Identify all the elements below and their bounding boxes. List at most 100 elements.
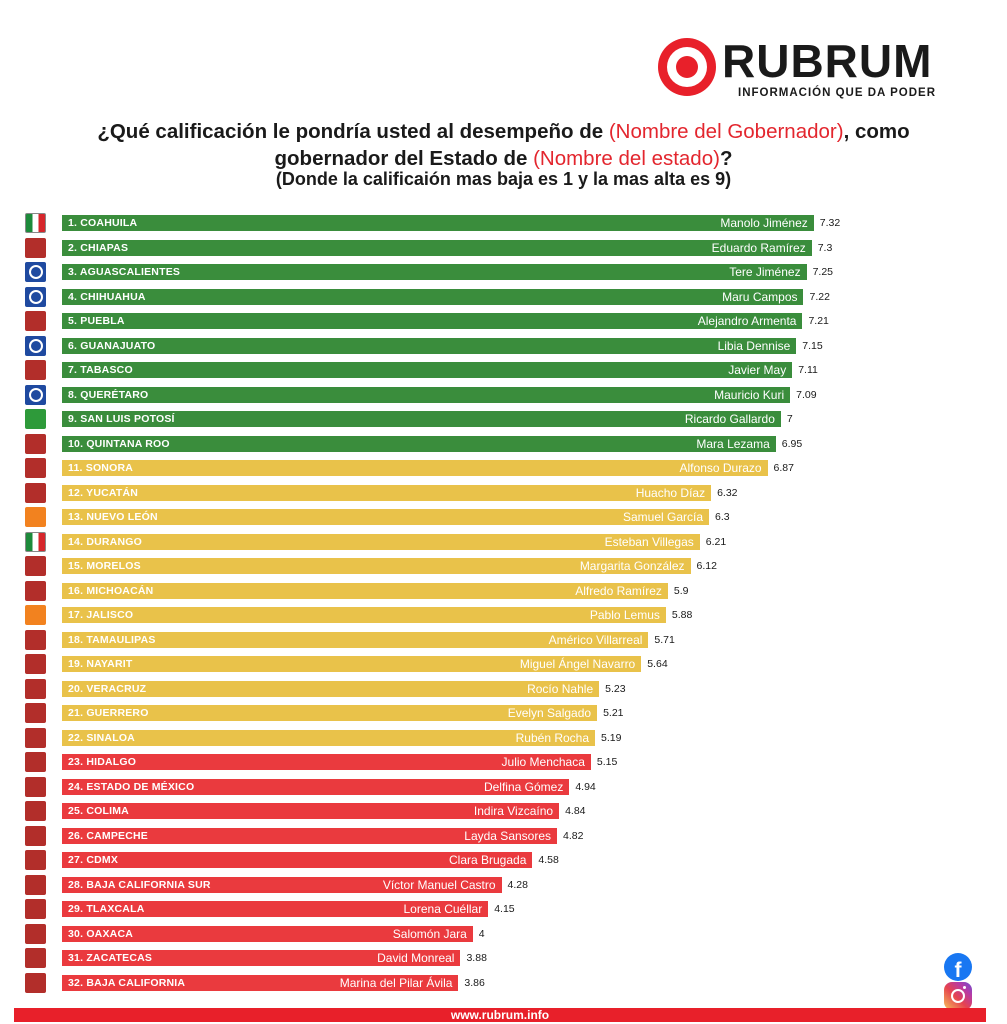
value-label: 5.71 (654, 633, 675, 646)
title-text-2a: gobernador del Estado de (274, 147, 534, 170)
chart-row: 6. GUANAJUATO Libia Dennise 7.15 (0, 335, 1007, 360)
governor-label: Clara Brugada (448, 853, 527, 867)
governor-label: Rocío Nahle (527, 681, 594, 696)
bar (62, 558, 691, 574)
morena-party-icon (25, 433, 46, 454)
governor-label: Libia Dennise (717, 338, 791, 353)
chart-row: 7. TABASCO Javier May 7.11 (0, 359, 1007, 384)
bar (62, 264, 807, 280)
pri-party-icon (25, 531, 46, 552)
value-label: 4 (478, 927, 485, 940)
mc-party-icon (25, 507, 46, 527)
value-label: 6.12 (696, 560, 717, 572)
bar-chart: 1. COAHUILA Manolo Jiménez 7.32 2. CHIAPAS E… (0, 212, 1007, 993)
state-label: 5. PUEBLA (68, 315, 125, 327)
value-label: 7.32 (819, 217, 841, 229)
bar (62, 631, 649, 648)
chart-row: 25. COLIMA Indira Vizcaíno 4.84 (0, 800, 1007, 825)
bar (62, 974, 459, 991)
chart-row: 18. TAMAULIPAS Américo Villarreal 5.71 (0, 629, 1007, 654)
chart-row: 32. BAJA CALIFORNIA Marina del Pilar Ávil… (0, 972, 1007, 997)
value-label: 7.25 (812, 266, 833, 278)
chart-row: 4. CHIHUAHUA Maru Campos 7.22 (0, 286, 1007, 311)
governor-label: Rubén Rocha (515, 730, 590, 745)
morena-party-icon (25, 850, 46, 870)
morena-party-icon (25, 899, 46, 919)
verde-party-icon (25, 409, 46, 429)
rubrum-logo: RUBRUM INFORMACIÓN QUE DA PODER (658, 36, 968, 108)
value-label: 4.58 (538, 854, 559, 866)
state-label: 6. GUANAJUATO (68, 339, 156, 352)
bar (62, 337, 797, 354)
value-label: 4.82 (563, 829, 584, 842)
bar (62, 876, 502, 893)
governor-label: Mara Lezama (696, 436, 770, 451)
governor-label: Pablo Lemus (589, 608, 660, 622)
morena-party-icon (25, 482, 46, 503)
morena-party-icon (25, 948, 46, 968)
bar (62, 852, 533, 868)
value-label: 6.3 (715, 511, 730, 523)
state-label: 21. GUERRERO (68, 707, 149, 719)
morena-party-icon (25, 360, 46, 380)
value-label: 5.15 (596, 756, 618, 768)
governor-label: Maru Campos (722, 289, 798, 304)
bar (62, 460, 768, 476)
value-label: 7 (786, 413, 793, 425)
state-label: 12. YUCATÁN (68, 486, 139, 499)
bar (62, 705, 598, 721)
title-state-placeholder: (Nombre del estado) (533, 147, 720, 170)
morena-party-icon (25, 825, 46, 846)
bar (62, 386, 791, 403)
morena-party-icon (25, 580, 46, 601)
governor-label: Alfonso Durazo (679, 461, 762, 475)
value-label: 6.95 (781, 437, 803, 450)
governor-label: Alfredo Ramírez (575, 583, 662, 598)
mc-party-icon (25, 605, 46, 625)
state-label: 30. OAXACA (68, 927, 134, 940)
bar (62, 803, 560, 819)
bar (62, 362, 793, 378)
governor-label: Marina del Pilar Ávila (339, 975, 453, 990)
chart-row: 30. OAXACA Salomón Jara 4 (0, 923, 1007, 948)
governor-label: Mauricio Kuri (714, 387, 785, 402)
bar (62, 533, 700, 550)
bar (62, 925, 473, 942)
state-label: 16. MICHOACÁN (68, 584, 154, 597)
value-label: 7.11 (798, 364, 818, 376)
morena-party-icon (25, 703, 46, 723)
facebook-icon[interactable]: f (944, 953, 972, 981)
instagram-icon[interactable] (944, 982, 972, 1010)
bar (62, 582, 668, 599)
chart-row: 5. PUEBLA Alejandro Armenta 7.21 (0, 310, 1007, 335)
bar (62, 484, 712, 501)
bar (62, 901, 489, 917)
chart-row: 29. TLAXCALA Lorena Cuéllar 4.15 (0, 898, 1007, 923)
value-label: 3.86 (464, 976, 485, 989)
pri-party-icon (25, 213, 46, 233)
bar (62, 950, 461, 966)
state-label: 15. MORELOS (68, 560, 141, 572)
governor-label: Layda Sansores (464, 828, 552, 843)
target-icon (658, 38, 716, 96)
footer-url[interactable]: www.rubrum.info (14, 1008, 986, 1022)
state-label: 20. VERACRUZ (68, 682, 147, 695)
state-label: 27. CDMX (68, 854, 119, 866)
chart-row: 21. GUERRERO Evelyn Salgado 5.21 (0, 702, 1007, 727)
morena-party-icon (25, 752, 46, 772)
pan-party-icon (25, 286, 46, 307)
chart-row: 23. HIDALGO Julio Menchaca 5.15 (0, 751, 1007, 776)
morena-party-icon (25, 556, 46, 576)
bar (62, 215, 814, 231)
state-label: 29. TLAXCALA (68, 903, 145, 915)
value-label: 4.84 (565, 805, 586, 817)
chart-row: 20. VERACRUZ Rocío Nahle 5.23 (0, 678, 1007, 703)
chart-row: 26. CAMPECHE Layda Sansores 4.82 (0, 825, 1007, 850)
morena-party-icon (25, 654, 46, 674)
state-label: 2. CHIAPAS (68, 241, 129, 254)
value-label: 6.87 (773, 462, 794, 474)
governor-label: Evelyn Salgado (507, 706, 592, 720)
chart-row: 19. NAYARIT Miguel Ángel Navarro 5.64 (0, 653, 1007, 678)
morena-party-icon (25, 678, 46, 699)
chart-row: 28. BAJA CALIFORNIA SUR Víctor Manuel Cas… (0, 874, 1007, 899)
